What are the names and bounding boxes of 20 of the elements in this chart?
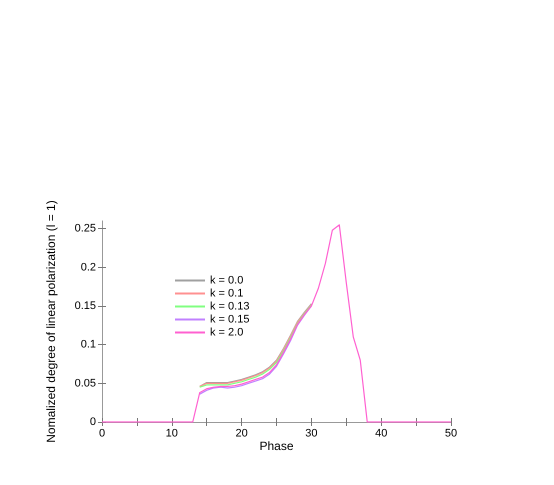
y-tick-label: 0.1	[80, 338, 96, 351]
legend-label: k = 0.15	[210, 314, 250, 326]
legend-label: k = 2.0	[210, 326, 244, 338]
y-tick-label: 0.15	[74, 300, 96, 312]
x-tick-label: 10	[166, 428, 178, 440]
x-tick-label: 20	[235, 428, 248, 440]
y-axis-title: Nomalized degree of linear polarization (l = 1)	[44, 200, 58, 443]
line-series	[101, 224, 452, 423]
legend-label: k = 0.13	[210, 300, 250, 312]
y-tick-label: 0.2	[80, 261, 96, 274]
y-tick-label: 0.25	[74, 222, 96, 235]
x-tick-label: 30	[305, 428, 318, 440]
y-tick-label: 0.05	[74, 377, 96, 390]
legend-label: k = 0.0	[210, 274, 244, 286]
x-tick-label: 50	[444, 428, 458, 440]
x-tick-label: 40	[375, 428, 388, 440]
x-axis-title: Phase	[259, 439, 294, 453]
y-tick-label: 0	[90, 416, 96, 428]
x-tick-label: 0	[98, 428, 106, 440]
legend-label: k = 0.1	[210, 288, 244, 300]
